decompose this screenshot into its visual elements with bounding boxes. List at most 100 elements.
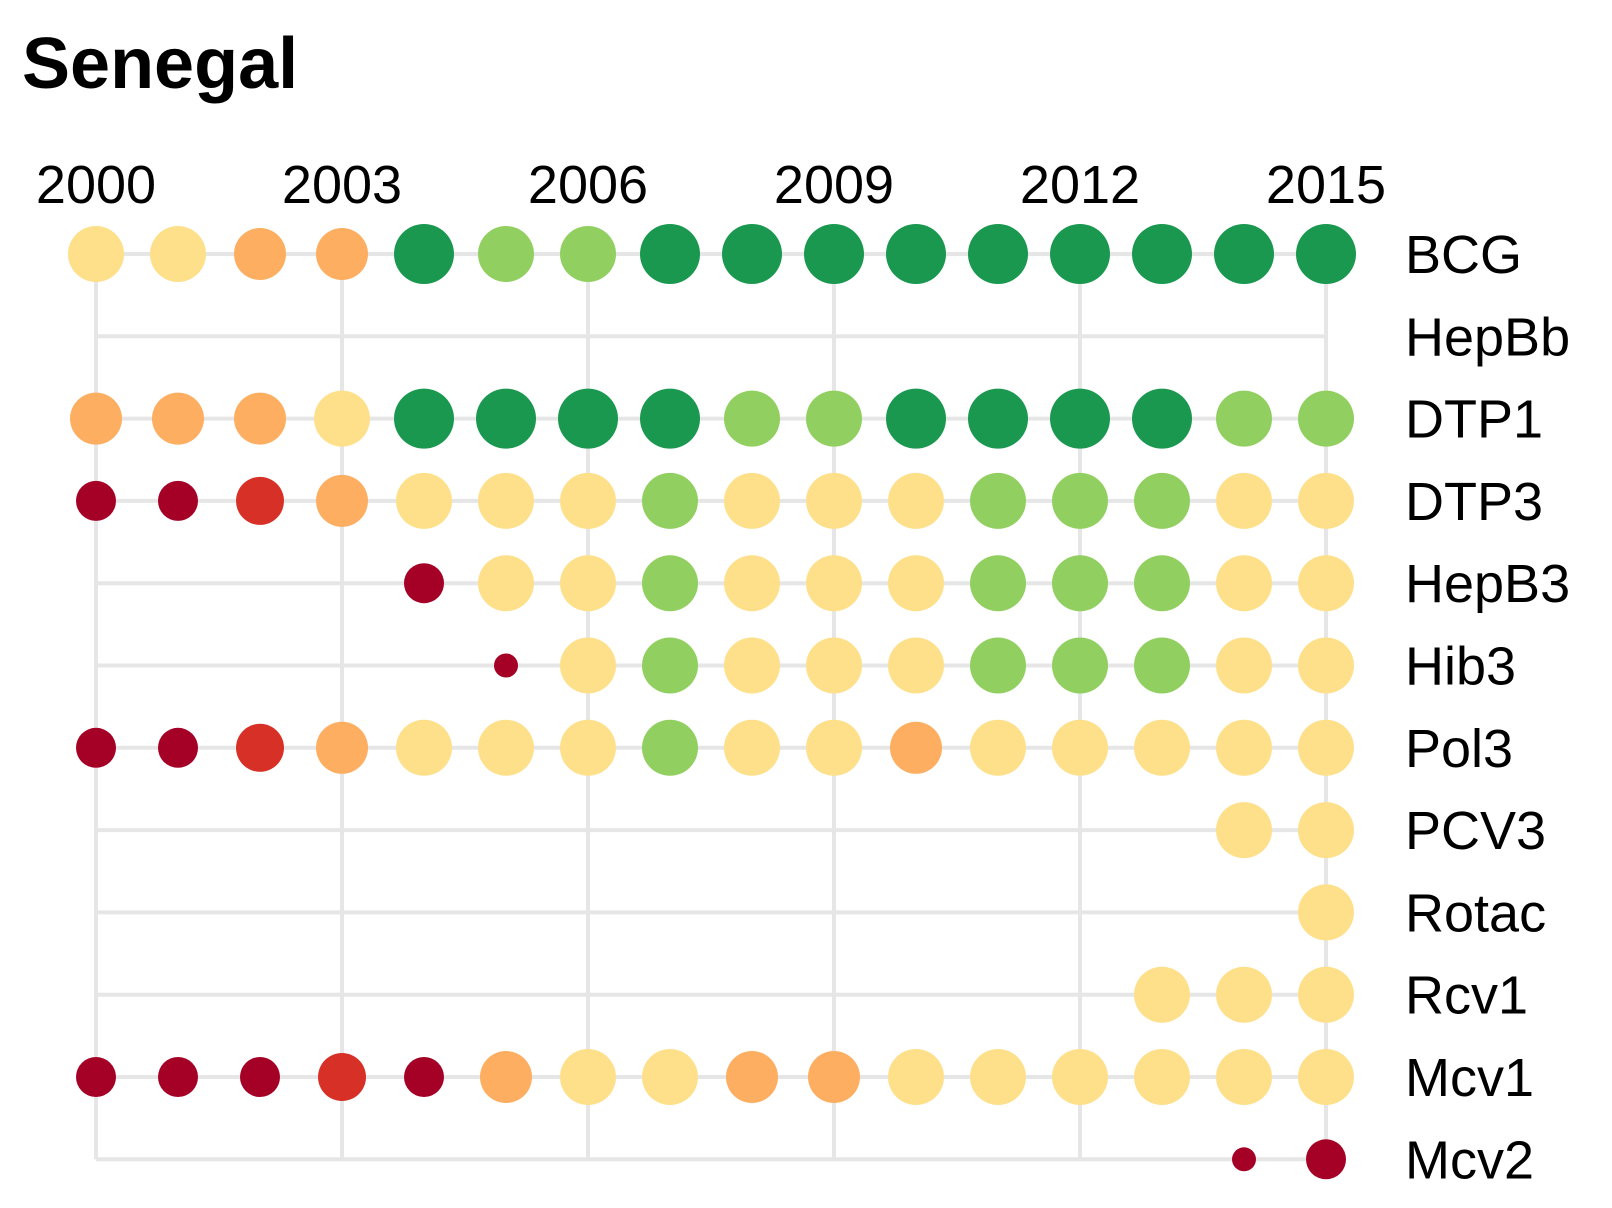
point-mcv1-2008 (726, 1051, 778, 1103)
point-rotac-2015 (1298, 884, 1354, 941)
row-label-hepb3: HepB3 (1405, 554, 1570, 614)
point-dtp1-2008 (724, 390, 780, 447)
point-mcv1-2012 (1052, 1049, 1108, 1105)
row-label-hepbb: HepBb (1405, 307, 1570, 367)
row-label-rotac: Rotac (1405, 883, 1546, 943)
point-dtp1-2005 (476, 388, 536, 449)
point-mcv1-2010 (888, 1049, 944, 1105)
x-axis-ticks: 2000 2003 2006 2009 2012 2015 (36, 155, 1386, 215)
point-hepb3-2009 (806, 555, 862, 612)
point-hepb3-2014 (1216, 555, 1272, 612)
point-hib3-2014 (1216, 637, 1272, 694)
point-dtp3-2001 (158, 480, 198, 521)
point-dtp3-2002 (236, 476, 284, 525)
point-dtp3-2009 (806, 472, 862, 529)
point-mcv1-2007 (642, 1049, 698, 1105)
point-dtp3-2007 (642, 472, 698, 529)
point-mcv1-2015 (1298, 1049, 1354, 1105)
point-hepb3-2008 (724, 555, 780, 612)
point-hib3-2012 (1052, 637, 1108, 694)
point-pol3-2005 (478, 719, 534, 776)
point-bcg-2007 (640, 224, 700, 284)
point-pol3-2009 (806, 719, 862, 776)
point-hepb3-2013 (1134, 555, 1190, 612)
point-dtp1-2003 (314, 390, 370, 447)
point-dtp1-2004 (394, 388, 454, 449)
point-bcg-2001 (150, 226, 206, 282)
point-hib3-2010 (888, 637, 944, 694)
point-mcv1-2011 (970, 1049, 1026, 1105)
point-hepb3-2007 (642, 555, 698, 612)
point-hepb3-2004 (404, 563, 444, 604)
point-hepb3-2005 (478, 555, 534, 612)
point-dtp1-2012 (1050, 388, 1110, 449)
x-tick-2015: 2015 (1266, 155, 1386, 215)
row-label-pol3: Pol3 (1405, 719, 1513, 779)
point-mcv1-2014 (1216, 1049, 1272, 1105)
point-bcg-2011 (968, 224, 1028, 284)
point-mcv1-2006 (560, 1049, 616, 1105)
point-hepb3-2012 (1052, 555, 1108, 612)
point-dtp1-2015 (1298, 390, 1354, 447)
point-rcv1-2014 (1216, 966, 1272, 1023)
point-dtp3-2005 (478, 472, 534, 529)
point-dtp3-2010 (888, 472, 944, 529)
point-hib3-2013 (1134, 637, 1190, 694)
point-pol3-2001 (158, 727, 198, 768)
row-label-dtp3: DTP3 (1405, 472, 1543, 532)
point-dtp3-2015 (1298, 472, 1354, 529)
point-mcv1-2003 (318, 1053, 366, 1101)
point-hib3-2008 (724, 637, 780, 694)
point-pol3-2004 (396, 719, 452, 776)
row-label-mcv1: Mcv1 (1405, 1048, 1534, 1108)
point-dtp1-2010 (886, 388, 946, 449)
point-dtp3-2006 (560, 472, 616, 529)
row-label-rcv1: Rcv1 (1405, 966, 1528, 1026)
point-dtp1-2002 (234, 392, 286, 445)
gridlines (94, 252, 1328, 1162)
point-mcv2-2014 (1232, 1147, 1256, 1172)
point-pol3-2000 (76, 727, 116, 768)
point-bcg-2012 (1050, 224, 1110, 284)
point-pol3-2014 (1216, 719, 1272, 776)
point-bcg-2014 (1214, 224, 1274, 284)
row-label-mcv2: Mcv2 (1405, 1130, 1534, 1190)
point-hib3-2011 (970, 637, 1026, 694)
point-mcv1-2009 (808, 1051, 860, 1103)
point-mcv1-2000 (76, 1057, 116, 1097)
chart-title: Senegal (22, 24, 298, 104)
point-mcv1-2001 (158, 1057, 198, 1097)
row-label-hib3: Hib3 (1405, 637, 1516, 697)
x-tick-2000: 2000 (36, 155, 156, 215)
point-pol3-2013 (1134, 719, 1190, 776)
point-hepb3-2006 (560, 555, 616, 612)
point-pcv3-2014 (1216, 802, 1272, 859)
point-dtp3-2013 (1134, 472, 1190, 529)
point-dtp3-2014 (1216, 472, 1272, 529)
point-hib3-2006 (560, 637, 616, 694)
point-dtp1-2013 (1132, 388, 1192, 449)
point-pol3-2015 (1298, 719, 1354, 776)
point-bcg-2000 (68, 226, 124, 282)
point-pol3-2011 (970, 719, 1026, 776)
x-tick-2006: 2006 (528, 155, 648, 215)
row-labels: BCG HepBb DTP1 DTP3 HepB3 Hib3 Pol3 PCV3 Rotac Rc… (1405, 225, 1570, 1190)
point-hib3-2015 (1298, 637, 1354, 694)
point-dtp3-2004 (396, 472, 452, 529)
row-label-pcv3: PCV3 (1405, 801, 1546, 861)
point-pol3-2007 (642, 719, 698, 776)
point-mcv2-2015 (1306, 1139, 1346, 1180)
point-dtp1-2000 (70, 392, 122, 445)
point-mcv1-2005 (480, 1051, 532, 1103)
point-rcv1-2015 (1298, 966, 1354, 1023)
point-bcg-2013 (1132, 224, 1192, 284)
point-bcg-2008 (722, 224, 782, 284)
point-dtp1-2009 (806, 390, 862, 447)
point-dtp3-2011 (970, 472, 1026, 529)
row-label-bcg: BCG (1405, 225, 1522, 285)
point-bcg-2003 (316, 228, 368, 280)
point-pol3-2003 (316, 721, 368, 774)
point-hib3-2007 (642, 637, 698, 694)
x-tick-2012: 2012 (1020, 155, 1140, 215)
point-rcv1-2013 (1134, 966, 1190, 1023)
